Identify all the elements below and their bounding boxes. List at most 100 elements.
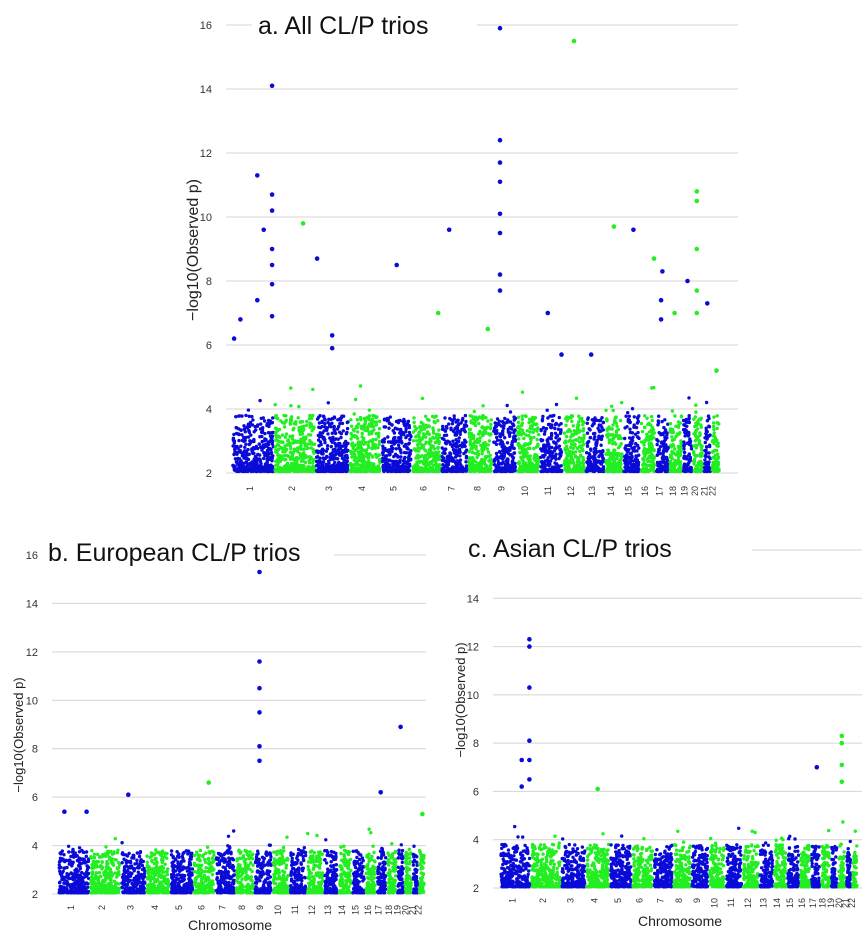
snp-point <box>468 456 472 460</box>
snp-point <box>417 437 422 442</box>
snp-point <box>250 462 255 467</box>
snp-point <box>712 427 716 432</box>
snp-point <box>489 418 493 422</box>
snp-point <box>655 442 659 447</box>
snp-point <box>267 431 272 435</box>
snp-point <box>318 440 323 444</box>
snp-point <box>579 453 583 457</box>
snp-point <box>288 444 293 448</box>
snp-point <box>625 425 629 429</box>
peak-point <box>269 313 275 319</box>
snp-point <box>402 450 407 455</box>
snp-point <box>635 463 639 467</box>
snp-point <box>362 422 367 426</box>
snp-point <box>98 884 103 888</box>
snp-point <box>322 429 326 433</box>
y-tick-label: 10 <box>200 212 212 224</box>
snp-point <box>703 469 707 473</box>
snp-point <box>421 445 425 450</box>
snp-point <box>258 453 262 457</box>
snp-point <box>529 437 533 441</box>
snp-point <box>243 438 247 443</box>
snp-point <box>437 450 441 454</box>
snp-point <box>341 414 346 418</box>
snp-point <box>553 423 557 427</box>
snp-point <box>325 444 330 448</box>
snp-point <box>398 449 403 453</box>
snp-point <box>336 457 340 461</box>
snp-point <box>292 440 296 444</box>
snp-point <box>546 422 551 427</box>
snp-point <box>340 453 344 458</box>
snp-point <box>573 455 578 459</box>
peak-point <box>329 345 335 351</box>
snp-point <box>604 408 608 412</box>
snp-point <box>520 414 524 418</box>
snp-point <box>549 469 553 473</box>
snp-point <box>255 424 260 428</box>
snp-point <box>536 426 540 430</box>
snp-point <box>258 398 262 403</box>
snp-point <box>322 435 326 440</box>
snp-point <box>323 456 327 461</box>
snp-point <box>433 421 437 425</box>
peak-point <box>658 317 664 322</box>
snp-point <box>472 433 476 438</box>
snp-point <box>615 434 619 438</box>
snp-point <box>307 459 311 463</box>
snp-point <box>670 435 674 439</box>
snp-point <box>532 446 536 451</box>
snp-point <box>243 445 247 449</box>
snp-point <box>494 442 499 447</box>
snp-point <box>691 449 696 454</box>
snp-point <box>344 461 348 465</box>
snp-point <box>430 414 435 419</box>
snp-point <box>681 428 686 432</box>
snp-point <box>555 462 559 466</box>
snp-point <box>349 418 353 422</box>
snp-point <box>265 457 269 461</box>
snp-point <box>585 444 590 448</box>
chromosome-tick-label: 15 <box>624 486 634 496</box>
snp-point <box>467 450 471 454</box>
snp-point <box>62 853 66 857</box>
snp-point <box>242 435 246 440</box>
peak-point <box>329 333 335 338</box>
snp-point <box>289 386 293 390</box>
y-axis-label: −log10(Observed p) <box>185 179 202 321</box>
snp-point <box>250 414 254 419</box>
snp-point <box>60 886 64 890</box>
y-tick-label: 6 <box>206 340 212 352</box>
snp-point <box>554 445 559 449</box>
snp-point <box>460 427 464 432</box>
snp-point <box>442 433 447 438</box>
snp-point <box>343 454 348 458</box>
snp-point <box>501 426 506 430</box>
snp-point <box>437 435 441 439</box>
snp-point <box>671 428 675 432</box>
snp-point <box>715 443 719 448</box>
snp-point <box>309 455 313 460</box>
snp-point <box>259 422 263 426</box>
snp-point <box>627 465 631 470</box>
snp-point <box>415 463 419 467</box>
snp-point <box>566 466 571 470</box>
snp-point <box>536 460 541 464</box>
snp-point <box>656 423 660 427</box>
snp-point <box>242 424 246 428</box>
snp-point <box>262 456 266 461</box>
peak-point <box>269 192 275 197</box>
snp-point <box>662 425 666 430</box>
snp-point <box>452 430 456 434</box>
snp-point <box>247 428 251 433</box>
snp-point <box>322 415 326 419</box>
snp-point <box>333 431 338 435</box>
snp-point <box>486 419 490 423</box>
snp-point <box>624 414 628 418</box>
snp-point <box>528 442 532 446</box>
snp-point <box>578 449 582 453</box>
peak-point <box>446 227 452 233</box>
snp-point <box>332 469 336 474</box>
snp-point <box>558 431 563 436</box>
